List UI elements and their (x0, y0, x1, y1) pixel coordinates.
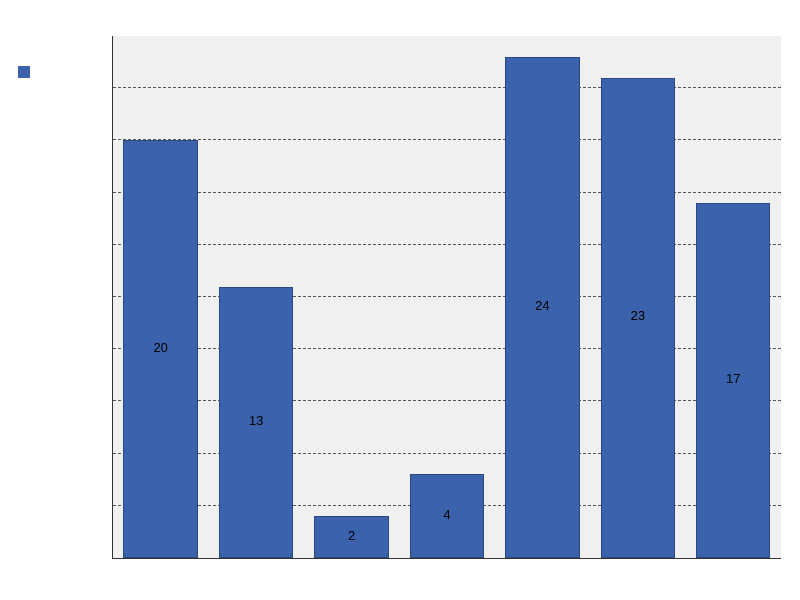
gridline (113, 192, 781, 193)
bar-value-label: 17 (697, 371, 769, 386)
bar-value-label: 4 (411, 507, 483, 522)
gridline (113, 139, 781, 140)
gridline (113, 87, 781, 88)
bar: 23 (601, 78, 675, 558)
bar-value-label: 24 (506, 298, 578, 313)
gridline (113, 453, 781, 454)
legend-swatch (18, 66, 30, 78)
plot-area: 201324242317 (112, 36, 781, 559)
bar: 13 (219, 287, 293, 558)
gridline (113, 296, 781, 297)
gridline (113, 348, 781, 349)
bar: 20 (123, 140, 197, 558)
bar: 17 (696, 203, 770, 558)
bar-value-label: 2 (315, 528, 387, 543)
bar: 2 (314, 516, 388, 558)
chart-container: 201324242317 (0, 0, 800, 600)
bar: 24 (505, 57, 579, 558)
bar-value-label: 23 (602, 308, 674, 323)
gridline (113, 244, 781, 245)
bar-value-label: 13 (220, 413, 292, 428)
bar-value-label: 20 (124, 340, 196, 355)
bar: 4 (410, 474, 484, 558)
gridline (113, 400, 781, 401)
